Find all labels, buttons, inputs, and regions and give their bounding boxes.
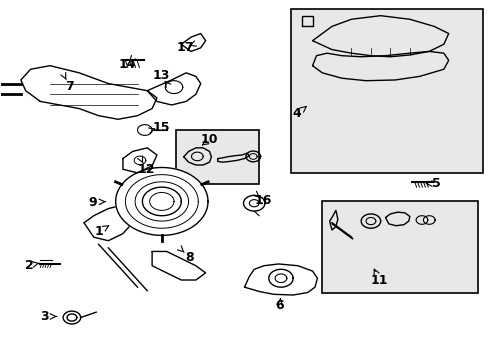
Text: 16: 16 [254, 194, 271, 207]
Text: 8: 8 [185, 251, 194, 264]
Text: 5: 5 [431, 177, 440, 190]
Text: 17: 17 [176, 41, 194, 54]
Text: 6: 6 [275, 299, 283, 312]
Bar [290, 9, 482, 173]
Text: 3: 3 [40, 310, 48, 323]
Bar [322, 202, 477, 293]
Text: 10: 10 [201, 134, 218, 147]
Text: 4: 4 [292, 107, 301, 120]
Text: 14: 14 [118, 58, 135, 72]
Text: 1: 1 [94, 225, 103, 238]
Text: 15: 15 [152, 121, 169, 134]
Text: 2: 2 [25, 258, 34, 271]
Text: 7: 7 [65, 80, 74, 93]
Bar [176, 130, 259, 184]
Text: 12: 12 [137, 163, 155, 176]
Polygon shape [116, 167, 207, 235]
Text: 9: 9 [88, 195, 97, 209]
Text: 11: 11 [370, 274, 387, 287]
Text: 13: 13 [152, 69, 169, 82]
